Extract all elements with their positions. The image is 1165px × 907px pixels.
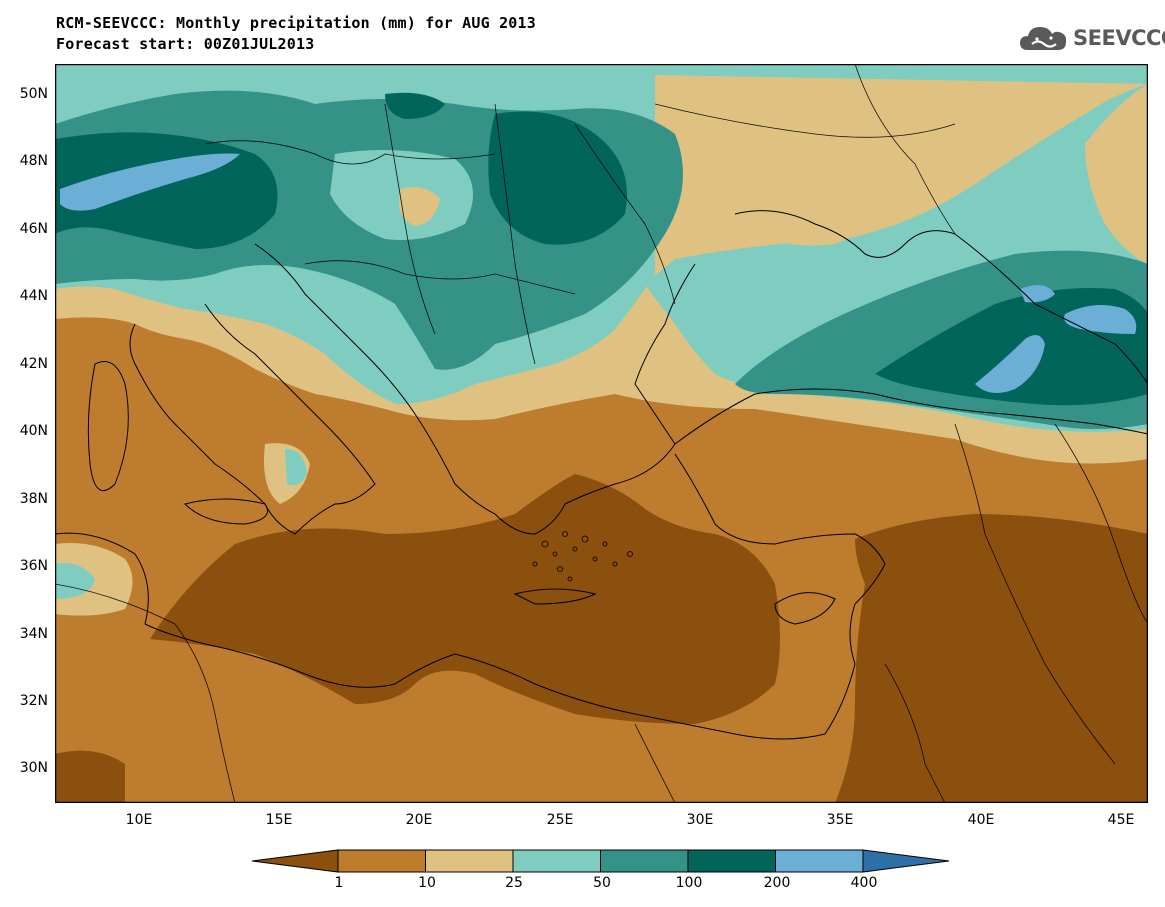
lat-label-38n: 38N: [19, 491, 48, 507]
aegean-islands: [532, 531, 633, 582]
colorbar-segment-2: [425, 849, 514, 873]
lon-label-25e: 25E: [546, 812, 574, 828]
lat-label-44n: 44N: [19, 288, 48, 304]
cloud-icon: [1020, 27, 1067, 50]
map-title: RCM-SEEVCCC: Monthly precipitation (mm) …: [56, 14, 536, 32]
dry-patch-crimea: [761, 209, 858, 246]
map-frame: [55, 64, 1148, 803]
colorbar-segment-6: [775, 849, 864, 873]
colorbar-segment-1: [337, 849, 426, 873]
lat-label-36n: 36N: [19, 558, 48, 574]
very-dry-zone-middle-east: [835, 514, 1148, 803]
colorbar-segment-above-400: [862, 849, 950, 873]
dry-patch-russia: [1085, 84, 1148, 264]
very-dry-zone-africa: [55, 750, 125, 803]
seevccc-logo: SEEVCCC: [1018, 22, 1165, 56]
legend-label-25: 25: [505, 875, 523, 891]
lat-label-34n: 34N: [19, 626, 48, 642]
country-borders: [55, 64, 1148, 803]
lon-label-30e: 30E: [686, 812, 714, 828]
colorbar-segment-5: [687, 849, 776, 873]
precipitation-map: [55, 64, 1148, 803]
lat-label-46n: 46N: [19, 221, 48, 237]
precipitation-colorbar: [251, 849, 950, 873]
legend-label-100: 100: [675, 875, 703, 891]
lon-label-40e: 40E: [967, 812, 995, 828]
dry-patch-hungary: [399, 186, 440, 226]
lon-label-35e: 35E: [826, 812, 854, 828]
extreme-precip-caucasus-1: [975, 335, 1045, 393]
coastlines: [55, 210, 1148, 740]
lon-label-20e: 20E: [405, 812, 433, 828]
very-wet-zone-north: [385, 92, 445, 119]
legend-label-400: 400: [850, 875, 878, 891]
colorbar-segment-4: [600, 849, 689, 873]
lat-label-50n: 50N: [19, 86, 48, 102]
legend-label-10: 10: [418, 875, 436, 891]
lat-label-42n: 42N: [19, 356, 48, 372]
very-dry-zone-mediterranean: [150, 474, 780, 724]
lat-label-30n: 30N: [19, 760, 48, 776]
legend-label-50: 50: [593, 875, 611, 891]
lon-label-45e: 45E: [1107, 812, 1135, 828]
legend-label-1: 1: [334, 875, 344, 891]
logo-text: SEEVCCC: [1073, 26, 1165, 50]
wet-spot-italy: [285, 449, 307, 486]
lon-label-10e: 10E: [125, 812, 153, 828]
lat-label-40n: 40N: [19, 423, 48, 439]
lon-label-15e: 15E: [265, 812, 293, 828]
map-subtitle: Forecast start: 00Z01JUL2013: [56, 35, 315, 53]
extreme-precip-alps: [60, 153, 240, 211]
colorbar-segment-below-1: [251, 849, 339, 873]
very-wet-zone-carpathians: [488, 111, 627, 245]
legend-label-200: 200: [763, 875, 791, 891]
colorbar-segment-3: [512, 849, 601, 873]
extreme-precip-caucasus-2: [1064, 305, 1137, 334]
lat-label-32n: 32N: [19, 693, 48, 709]
lat-label-48n: 48N: [19, 153, 48, 169]
